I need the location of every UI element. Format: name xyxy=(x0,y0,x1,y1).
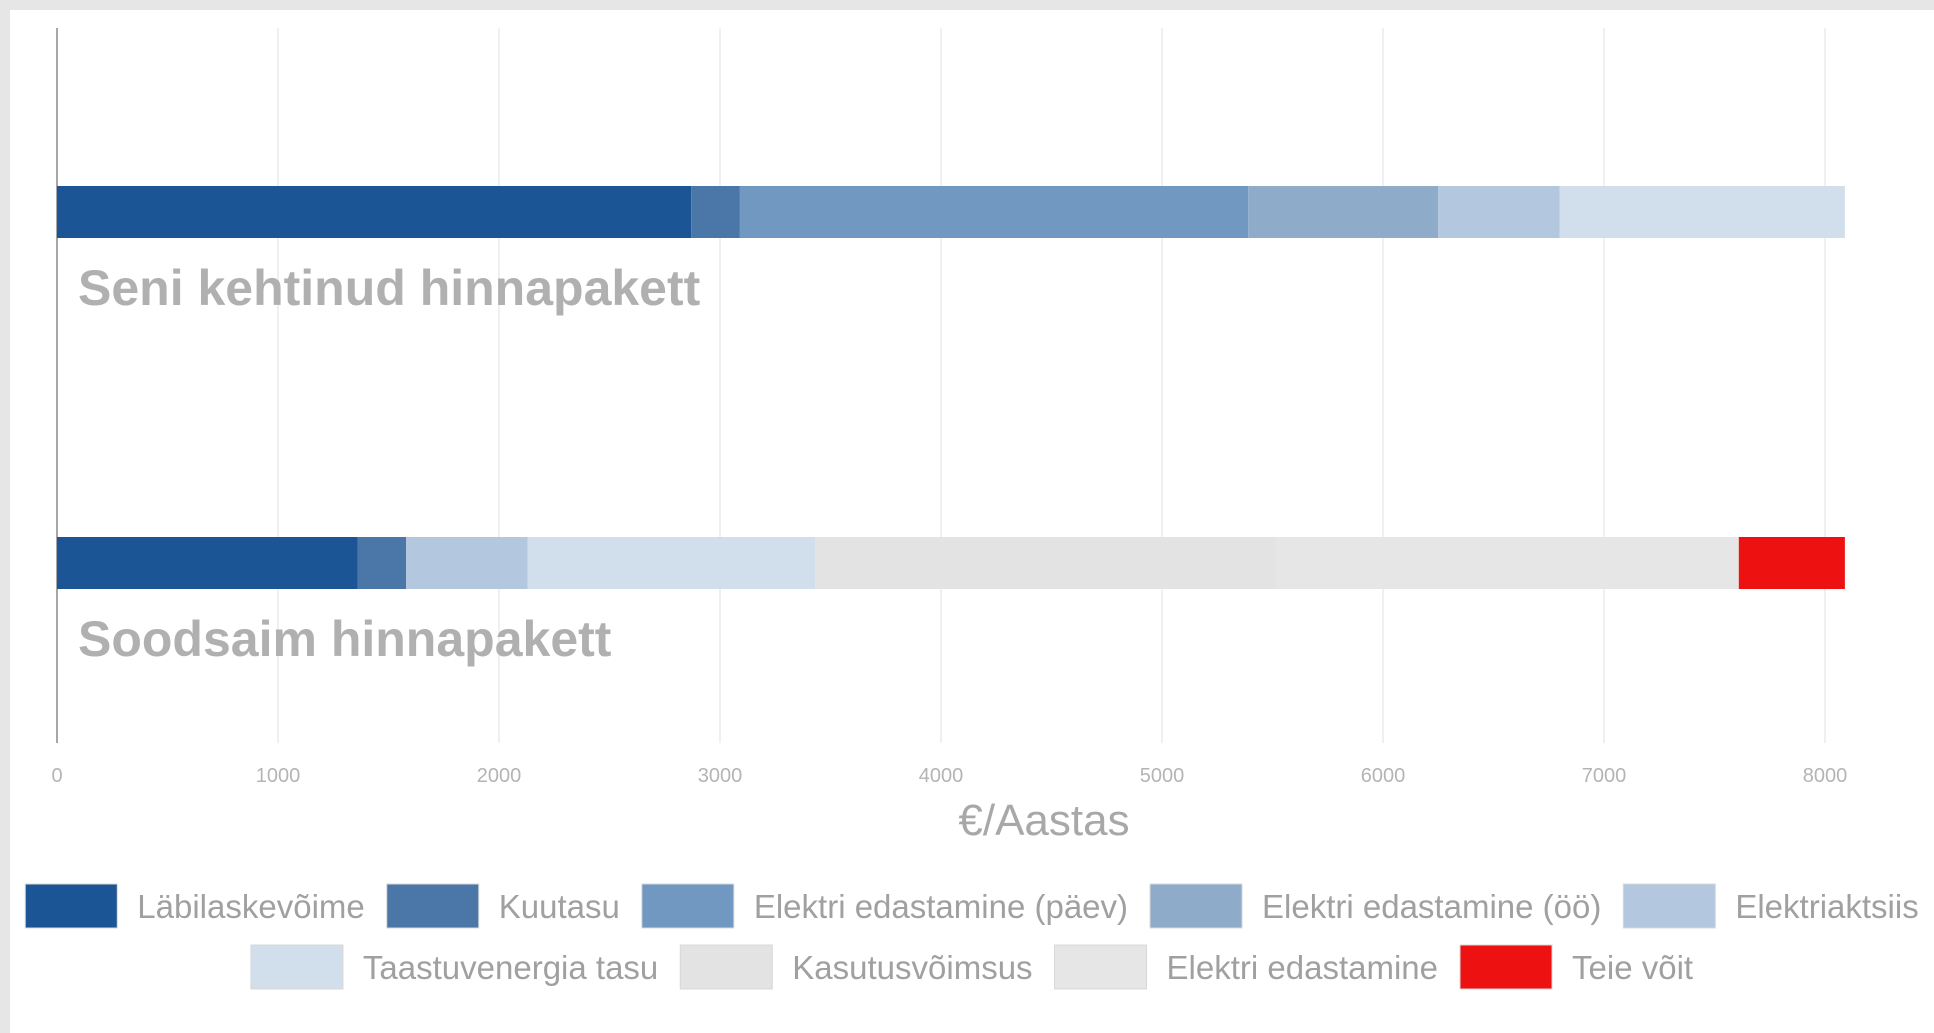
legend-label: Teie võit xyxy=(1572,949,1693,986)
legend-swatch xyxy=(679,944,773,990)
legend-swatch xyxy=(1149,883,1243,929)
x-tick-label: 7000 xyxy=(1582,765,1627,787)
legend: Läbilaskevõime Kuutasu Elektri edastamine … xyxy=(24,883,1919,990)
x-tick-label: 5000 xyxy=(1140,765,1185,787)
legend-swatch xyxy=(1459,944,1553,990)
bar-segment xyxy=(1738,537,1845,589)
stacked-bar-chart: Seni kehtinud hinnapakett Soodsaim hinnap… xyxy=(24,28,1919,990)
x-tick-label: 4000 xyxy=(919,765,964,787)
legend-label: Elektri edastamine (päev) xyxy=(754,888,1128,925)
bar-segment xyxy=(1559,186,1845,238)
x-axis-title: €/Aastas xyxy=(958,796,1129,845)
legend-swatch xyxy=(250,944,344,990)
chart-panel: Seni kehtinud hinnapakett Soodsaim hinnap… xyxy=(10,10,1934,1033)
category-label: Seni kehtinud hinnapakett xyxy=(78,260,701,316)
bar-segment xyxy=(57,186,692,238)
legend-swatch xyxy=(24,883,118,929)
legend-swatch xyxy=(1054,944,1148,990)
x-tick-label: 2000 xyxy=(477,765,522,787)
bar-segment xyxy=(1438,186,1560,238)
x-tick-label: 8000 xyxy=(1803,765,1848,787)
legend-label: Taastuvenergia tasu xyxy=(363,949,658,986)
legend-label: Kasutusvõimsus xyxy=(792,949,1032,986)
bar-segment xyxy=(1276,537,1739,589)
x-tick-label: 1000 xyxy=(256,765,301,787)
legend-label: Läbilaskevõime xyxy=(137,888,364,925)
x-tick-label: 6000 xyxy=(1361,765,1406,787)
bar-segment xyxy=(739,186,1249,238)
legend-swatch xyxy=(641,883,735,929)
bar-segment xyxy=(527,537,816,589)
legend-label: Elektri edastamine (öö) xyxy=(1262,888,1601,925)
x-tick-label: 3000 xyxy=(698,765,743,787)
bars xyxy=(57,186,1845,589)
legend-label: Kuutasu xyxy=(499,888,620,925)
bar-segment xyxy=(815,537,1277,589)
legend-swatch xyxy=(386,883,480,929)
x-tick-label: 0 xyxy=(51,765,62,787)
legend-swatch xyxy=(1622,883,1716,929)
bar-segment xyxy=(57,537,358,589)
gridlines xyxy=(56,28,1826,743)
bar-segment xyxy=(406,537,528,589)
category-label: Soodsaim hinnapakett xyxy=(78,611,612,667)
x-tick-labels: 0 1000 2000 3000 4000 5000 6000 7000 8000 xyxy=(51,765,1847,787)
bar-segment xyxy=(1248,186,1439,238)
bar-segment xyxy=(691,186,740,238)
legend-label: Elektriaktsiis xyxy=(1735,888,1918,925)
category-labels: Seni kehtinud hinnapakett Soodsaim hinnap… xyxy=(78,260,701,667)
bar-segment xyxy=(357,537,407,589)
legend-label: Elektri edastamine xyxy=(1167,949,1438,986)
